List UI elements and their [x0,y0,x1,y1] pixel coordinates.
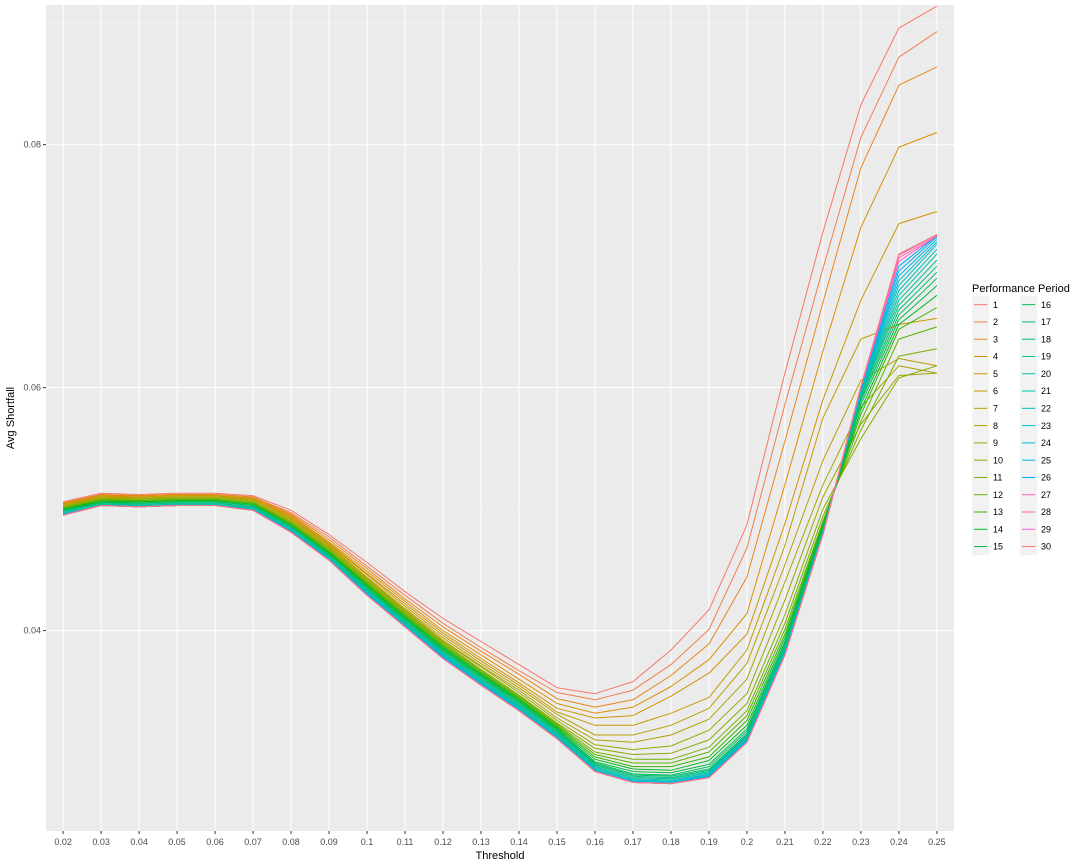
legend-label-19: 19 [1041,352,1051,362]
legend-label-3: 3 [993,334,998,344]
series-line-12 [63,326,938,764]
legend-label-21: 21 [1041,386,1051,396]
y-tick-label: 0.08 [23,140,41,150]
legend-label-1: 1 [993,300,998,310]
series-line-8 [63,365,937,743]
x-tick-label: 0.17 [624,837,642,847]
x-tick-label: 0.07 [244,837,262,847]
x-axis-ticks: 0.02 0.03 0.04 0.05 0.06 0.07 0.08 0.09 0.1 0.11 0… [54,831,946,847]
legend-label-20: 20 [1041,369,1051,379]
series-line-1 [62,5,938,695]
x-tick-label: 0.05 [168,837,186,847]
legend-label-23: 23 [1041,421,1051,431]
x-tick-label: 0.25 [928,837,946,847]
y-tick-label: 0.06 [23,383,41,393]
legend-label-25: 25 [1041,455,1051,465]
x-tick-label: 0.11 [397,837,414,847]
legend-label-22: 22 [1041,403,1051,413]
x-tick-label: 0.1 [361,837,374,847]
x-tick-label: 0.13 [472,837,490,847]
x-tick-label: 0.23 [852,837,870,847]
x-tick-label: 0.21 [776,837,794,847]
minor-gridlines [46,22,954,753]
x-tick-label: 0.15 [548,837,566,847]
x-tick-label: 0.12 [434,837,452,847]
series-line-16 [63,277,938,776]
x-tick-label: 0.04 [130,837,148,847]
x-tick-label: 0.06 [206,837,224,847]
y-tick-label: 0.04 [23,626,41,636]
legend-label-14: 14 [993,524,1003,534]
legend-label-5: 5 [993,369,998,379]
legend-label-28: 28 [1041,507,1051,517]
x-tick-label: 0.08 [282,837,300,847]
legend-label-29: 29 [1041,524,1051,534]
series-line-30 [62,234,938,785]
x-tick-label: 0.02 [54,837,72,847]
legend-label-9: 9 [993,438,998,448]
legend-label-4: 4 [993,352,998,362]
x-tick-label: 0.03 [92,837,110,847]
x-tick-label: 0.16 [586,837,604,847]
series-line-6 [63,317,937,726]
legend-label-30: 30 [1041,542,1051,552]
legend-label-10: 10 [993,455,1003,465]
legend-label-7: 7 [993,403,998,413]
legend-label-16: 16 [1041,300,1051,310]
x-tick-label: 0.18 [662,837,680,847]
legend-label-2: 2 [993,317,998,327]
legend-label-8: 8 [993,421,998,431]
x-tick-label: 0.22 [814,837,832,847]
x-tick-label: 0.19 [700,837,718,847]
legend-label-15: 15 [993,542,1003,552]
series-line-14 [63,294,938,771]
legend-label-17: 17 [1041,317,1051,327]
x-tick-label: 0.24 [890,837,908,847]
y-axis-ticks: 0.04 0.06 0.08 [23,140,46,636]
legend-label-12: 12 [993,490,1003,500]
legend-label-6: 6 [993,386,998,396]
legend-label-24: 24 [1041,438,1051,448]
series-line-3 [62,66,938,708]
legend-label-26: 26 [1041,473,1051,483]
x-tick-label: 0.2 [741,837,754,847]
legend-label-18: 18 [1041,334,1051,344]
series-line-10 [63,365,938,755]
x-tick-label: 0.09 [320,837,338,847]
legend-label-11: 11 [993,473,1002,483]
x-axis-title: Threshold [476,850,525,862]
legend-label-13: 13 [993,507,1003,517]
major-gridlines [46,5,954,831]
legend-label-27: 27 [1041,490,1051,500]
x-tick-label: 0.14 [510,837,528,847]
legend-items: 1234567891011121314151617181920212223242… [972,296,1051,556]
legend: Performance Period 123456789101112131415… [972,283,1070,556]
series-lines [62,5,938,785]
y-axis-title: Avg Shortfall [5,387,17,449]
legend-title: Performance Period [972,283,1070,295]
